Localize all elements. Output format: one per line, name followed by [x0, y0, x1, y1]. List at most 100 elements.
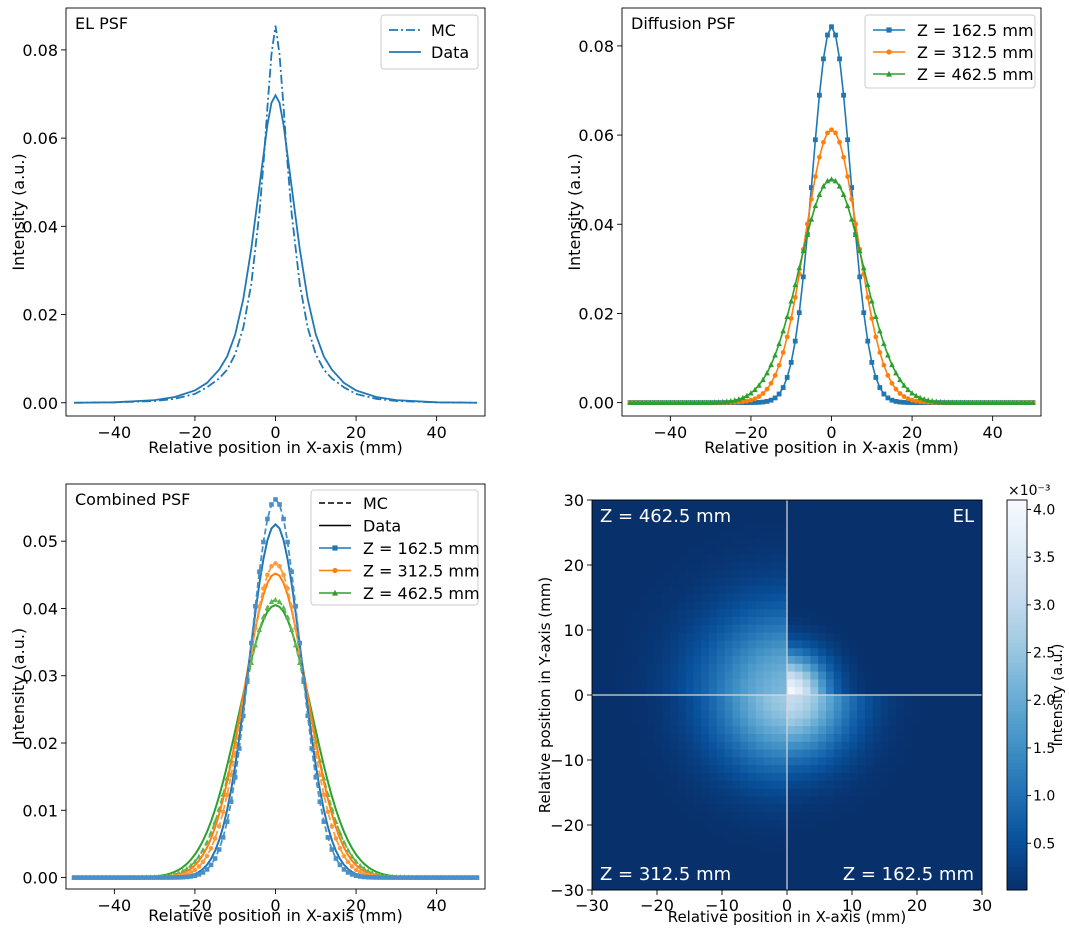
heatmap-cell — [771, 765, 780, 774]
heatmap-cell — [787, 671, 796, 680]
heatmap-cell — [779, 515, 788, 524]
heatmap-cell — [865, 656, 874, 665]
heatmap-cell — [701, 773, 710, 782]
heatmap-cell — [974, 757, 983, 766]
heatmap-cell — [748, 656, 757, 665]
heatmap-cell — [896, 531, 905, 540]
heatmap-cell — [896, 780, 905, 789]
heatmap-cell — [896, 523, 905, 532]
heatmap-cell — [693, 726, 702, 735]
heatmap-cell — [693, 765, 702, 774]
heatmap-cell — [748, 718, 757, 727]
heatmap-cell — [826, 773, 835, 782]
heatmap-cell — [857, 710, 866, 719]
heatmap-cell — [623, 773, 632, 782]
heatmap-cell — [755, 679, 764, 688]
heatmap-cell — [607, 851, 616, 860]
data-point-square — [438, 875, 443, 880]
heatmap-cell — [880, 570, 889, 579]
colorbar-segment — [1007, 633, 1027, 637]
heatmap-cell — [950, 671, 959, 680]
heatmap-cell — [685, 624, 694, 633]
data-point-circle — [261, 586, 266, 591]
heatmap-cell — [958, 812, 967, 821]
heatmap-cell — [865, 726, 874, 735]
heatmap-cell — [615, 609, 624, 618]
data-point-triangle — [886, 70, 892, 77]
x-axis-label: Relative position in X-axis (mm) — [668, 908, 907, 926]
heatmap-cell — [623, 593, 632, 602]
heatmap-cell — [974, 835, 983, 844]
heatmap-cell — [701, 687, 710, 696]
colorbar-segment — [1007, 753, 1027, 758]
heatmap-cell — [701, 648, 710, 657]
heatmap-cell — [896, 554, 905, 563]
heatmap-cell — [709, 648, 718, 657]
legend-label: Z = 312.5 mm — [917, 43, 1034, 62]
heatmap-cell — [771, 866, 780, 875]
data-point-triangle — [913, 392, 919, 399]
data-point-square — [418, 875, 423, 880]
data-point-square — [825, 32, 830, 38]
data-point-square — [474, 875, 480, 880]
data-point-square — [112, 875, 117, 880]
heatmap-cell — [880, 734, 889, 743]
heatmap-cell — [670, 640, 679, 649]
heatmap-cell — [943, 601, 952, 610]
heatmap-cell — [701, 515, 710, 524]
heatmap-cell — [935, 819, 944, 828]
heatmap-cell — [685, 570, 694, 579]
heatmap-cell — [592, 578, 601, 587]
heatmap-cell — [896, 663, 905, 672]
heatmap-cell — [872, 507, 881, 516]
heatmap-cell — [646, 851, 655, 860]
heatmap-cell — [794, 695, 803, 704]
data-point-triangle — [260, 614, 267, 620]
heatmap-cell — [779, 578, 788, 587]
heatmap-cell — [880, 874, 889, 883]
heatmap-cell — [865, 617, 874, 626]
heatmap-cell — [763, 546, 772, 555]
heatmap-cell — [646, 531, 655, 540]
heatmap-cell — [943, 546, 952, 555]
heatmap-cell — [677, 663, 686, 672]
heatmap-cell — [638, 819, 647, 828]
heatmap-cell — [841, 796, 850, 805]
heatmap-cell — [794, 734, 803, 743]
heatmap-cell — [904, 866, 913, 875]
heatmap-cell — [927, 601, 936, 610]
mc-line — [74, 562, 477, 879]
colorbar-tick-label: 2.0 — [1033, 693, 1055, 709]
heatmap-cell — [841, 578, 850, 587]
heatmap-cell — [599, 593, 608, 602]
heatmap-cell — [716, 749, 725, 758]
heatmap-cell — [748, 695, 757, 704]
heatmap-cell — [787, 780, 796, 789]
heatmap-cell — [833, 640, 842, 649]
heatmap-cell — [935, 617, 944, 626]
heatmap-cell — [935, 734, 944, 743]
heatmap-cell — [904, 812, 913, 821]
heatmap-cell — [904, 687, 913, 696]
data-point-circle — [865, 294, 871, 300]
heatmap-cell — [927, 523, 936, 532]
heatmap-cell — [810, 585, 819, 594]
heatmap-cell — [623, 843, 632, 852]
heatmap-cell — [919, 788, 928, 797]
data-point-triangle — [957, 399, 964, 405]
heatmap-cell — [631, 539, 640, 548]
heatmap-cell — [599, 835, 608, 844]
heatmap-cell — [748, 500, 757, 509]
heatmap-cell — [950, 609, 959, 618]
heatmap-cell — [771, 601, 780, 610]
heatmap-cell — [646, 812, 655, 821]
heatmap-cell — [709, 788, 718, 797]
heatmap-cell — [833, 656, 842, 665]
heatmap-cell — [670, 726, 679, 735]
y-axis-label: Relative position in Y-axis (mm) — [536, 577, 554, 813]
heatmap-cell — [849, 812, 858, 821]
heatmap-cell — [615, 617, 624, 626]
data-point-square — [357, 874, 363, 879]
heatmap-cell — [927, 866, 936, 875]
heatmap-cell — [841, 523, 850, 532]
